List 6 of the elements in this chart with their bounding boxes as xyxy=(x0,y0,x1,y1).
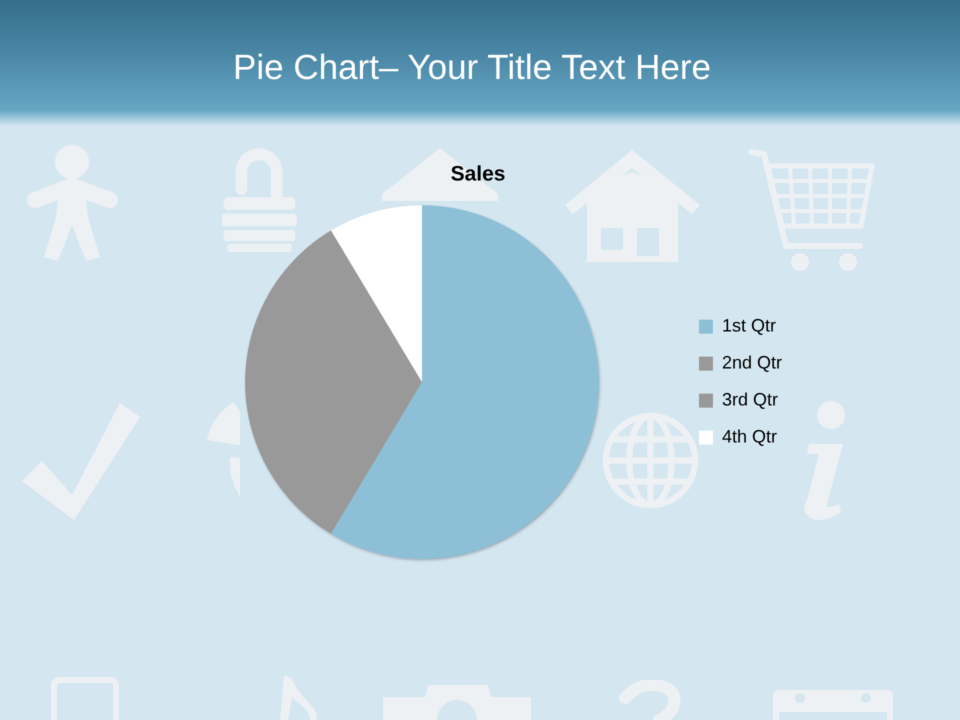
legend-label: 1st Qtr xyxy=(722,316,776,336)
legend-label: 3rd Qtr xyxy=(722,390,778,410)
chart-title: Pie Chart– Your Title Text Here xyxy=(232,48,712,88)
chart-subtitle: Sales xyxy=(450,162,506,186)
legend-label: 2nd Qtr xyxy=(722,352,782,373)
legend-label: 4th Qtr xyxy=(722,426,777,447)
